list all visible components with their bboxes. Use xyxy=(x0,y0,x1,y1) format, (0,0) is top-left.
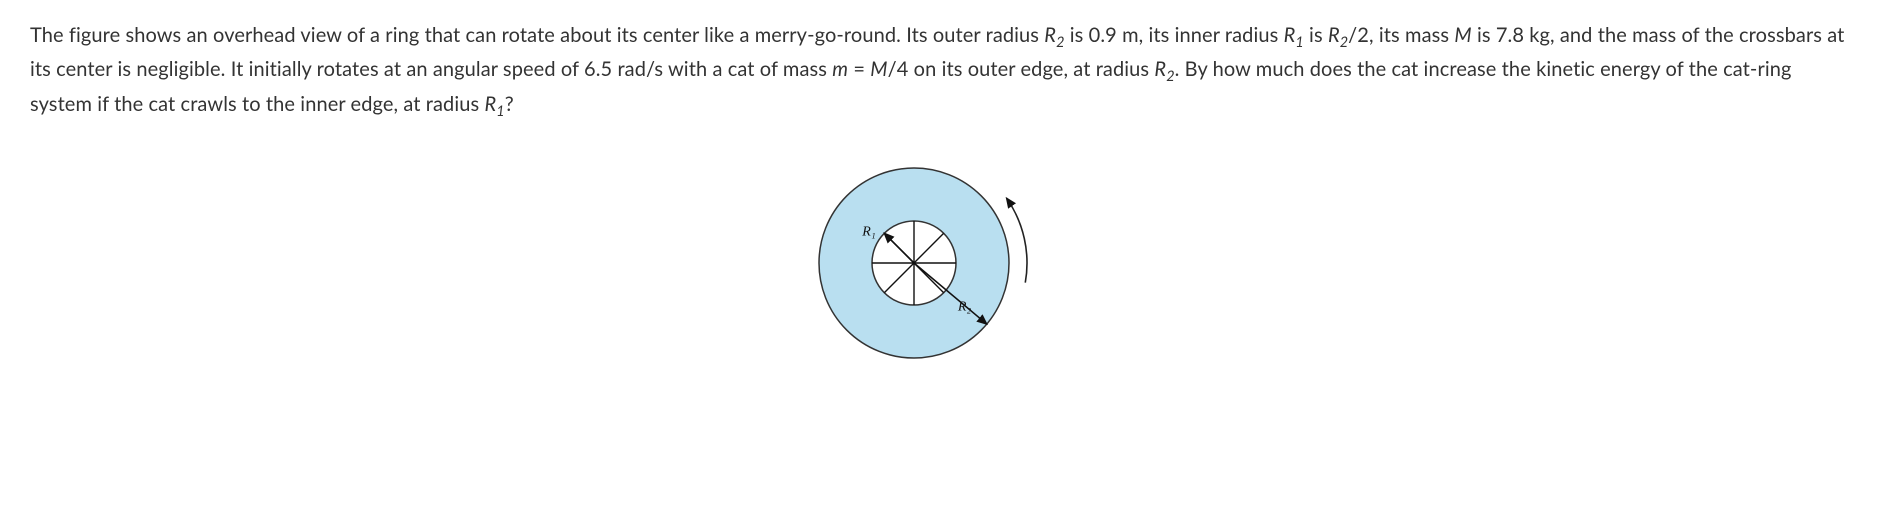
text: is 0.9 m, its inner radius xyxy=(1065,23,1284,47)
label-r2: R₂ xyxy=(957,299,972,314)
figure-container: R₁ R₂ xyxy=(30,153,1858,387)
text: /2, its mass xyxy=(1348,23,1454,47)
text: is xyxy=(1304,23,1328,47)
text: = xyxy=(848,57,870,81)
var-R1: R1 xyxy=(1284,23,1304,47)
var-R1: R1 xyxy=(484,92,504,116)
var-R2: R2 xyxy=(1044,23,1064,47)
problem-text: The figure shows an overhead view of a r… xyxy=(30,20,1858,123)
var-M: M xyxy=(870,57,887,81)
text: The figure shows an overhead view of a r… xyxy=(30,23,1044,47)
rotation-arrow-icon xyxy=(1007,198,1027,282)
var-M: M xyxy=(1454,23,1471,47)
label-r1: R₁ xyxy=(861,224,875,239)
ring-figure: R₁ R₂ xyxy=(794,153,1094,383)
var-R2: R2 xyxy=(1328,23,1348,47)
var-m: m xyxy=(832,57,848,81)
text: /4 on its outer edge, at radius xyxy=(888,57,1155,81)
text: ? xyxy=(505,92,514,116)
var-R2: R2 xyxy=(1154,57,1174,81)
